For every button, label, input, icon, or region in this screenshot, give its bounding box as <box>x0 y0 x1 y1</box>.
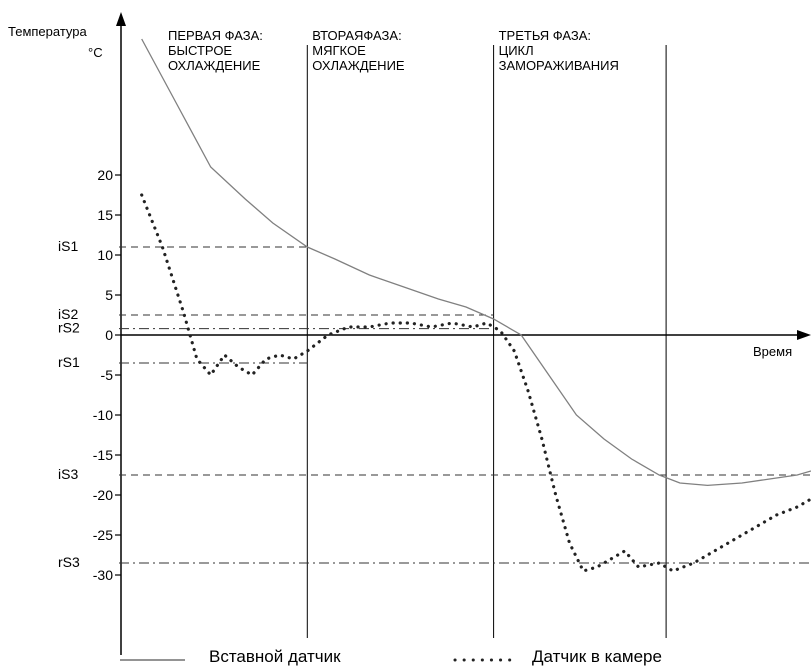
threshold-label: iS3 <box>58 466 78 482</box>
threshold-label: iS2 <box>58 306 78 322</box>
phase-title-line: ЗАМОРАЖИВАНИЯ <box>499 58 619 73</box>
legend-label-chamber: Датчик в камере <box>532 647 662 666</box>
y-tick-label: 10 <box>97 247 113 263</box>
x-axis-label: Время <box>753 344 792 359</box>
y-tick-label: 0 <box>105 327 113 343</box>
y-tick-label: -10 <box>93 407 113 423</box>
phase-title-line: ПЕРВАЯ ФАЗА: <box>168 28 263 43</box>
x-axis-arrow <box>797 330 811 340</box>
phase-title-line: ОХЛАЖДЕНИЕ <box>168 58 261 73</box>
y-tick-label: -15 <box>93 447 113 463</box>
y-tick-label: -30 <box>93 567 113 583</box>
y-tick-label: 15 <box>97 207 113 223</box>
phase-title-line: ОХЛАЖДЕНИЕ <box>312 58 405 73</box>
y-tick-label: -5 <box>101 367 114 383</box>
y-axis-arrow <box>116 12 126 26</box>
chamber-sensor-line <box>140 193 811 573</box>
y-axis-label: Температура <box>8 24 88 39</box>
y-tick-label: 5 <box>105 287 113 303</box>
threshold-label: rS1 <box>58 354 80 370</box>
threshold-label: rS2 <box>58 320 80 336</box>
y-tick-label: -25 <box>93 527 113 543</box>
y-axis-unit: °C <box>88 45 103 60</box>
phase-title-line: ВТОРАЯФАЗА: <box>312 28 401 43</box>
y-tick-label: 20 <box>97 167 113 183</box>
phase-title-line: ЦИКЛ <box>499 43 534 58</box>
threshold-label: iS1 <box>58 238 78 254</box>
phase-title-line: МЯГКОЕ <box>312 43 366 58</box>
phase-title-line: ТРЕТЬЯ ФАЗА: <box>499 28 591 43</box>
probe-sensor-line <box>141 38 811 487</box>
y-tick-label: -20 <box>93 487 113 503</box>
legend-label-probe: Вставной датчик <box>209 647 341 666</box>
phase-title-line: БЫСТРОЕ <box>168 43 232 58</box>
threshold-label: rS3 <box>58 554 80 570</box>
